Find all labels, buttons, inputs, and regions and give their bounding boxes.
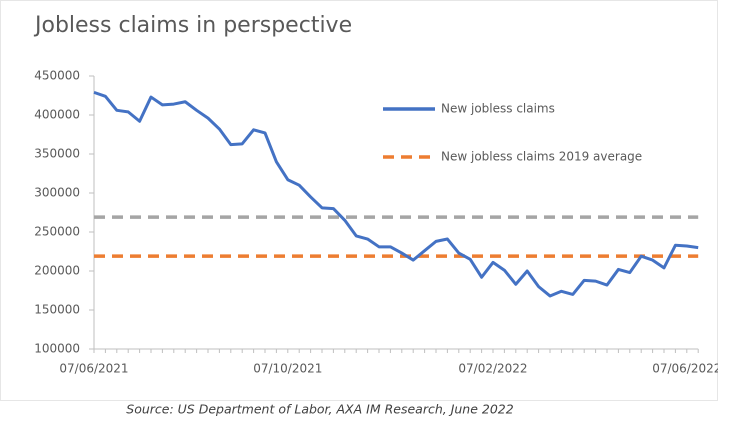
x-tick-label: 07/06/2022 — [652, 362, 721, 376]
x-tick-label: 07/02/2022 — [458, 362, 527, 376]
data-line — [93, 90, 699, 298]
chart-frame — [0, 0, 718, 401]
legend-label: New jobless claims 2019 average — [441, 150, 642, 164]
y-tick-label: 100000 — [34, 342, 80, 356]
plot: 100000 150000 200000 250000 300000 350000 4000… — [34, 69, 721, 376]
y-tick-label: 400000 — [34, 108, 80, 122]
y-tick-label: 250000 — [34, 225, 80, 239]
y-tick-label: 300000 — [34, 186, 80, 200]
y-tick-label: 200000 — [34, 264, 80, 278]
x-tick-label: 07/10/2021 — [253, 362, 322, 376]
chart-title: Jobless claims in perspective — [33, 13, 352, 38]
y-tick-label: 450000 — [34, 69, 80, 83]
y-tick-label: 350000 — [34, 147, 80, 161]
source-note: Source: US Department of Labor, AXA IM R… — [126, 402, 513, 417]
legend-label: New jobless claims — [441, 102, 555, 116]
y-tick-label: 150000 — [34, 303, 80, 317]
x-tick-label: 07/06/2021 — [59, 362, 128, 376]
